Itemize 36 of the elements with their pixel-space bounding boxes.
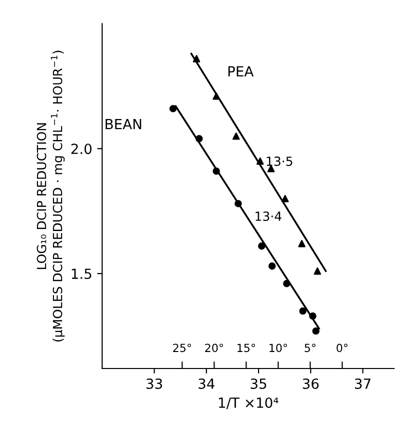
x-tick-label: 37 [355, 378, 370, 389]
point [314, 267, 322, 275]
point [299, 307, 306, 315]
point [195, 134, 203, 142]
x2-tick-label: 25° [173, 344, 191, 352]
annotation: 13·4 [256, 212, 282, 221]
x2-tick-label: 15° [238, 344, 255, 352]
point [212, 167, 220, 175]
x2-tick-label: 20° [205, 344, 223, 352]
series-label: PEA [228, 66, 254, 76]
y-axis-title: LOG₁₀ DCIP REDUCTION (µMOLES DCIP REDUCED · mg CHL$^{−1}$· HOUR$^{−1}$) [36, 50, 65, 342]
point [258, 242, 266, 250]
annotation: 13·5 [266, 156, 292, 166]
point [169, 105, 177, 112]
x2-tick-label: 0° [336, 344, 348, 352]
point [212, 92, 220, 100]
point [309, 312, 316, 320]
point [192, 55, 200, 62]
x2-tick-label: 10° [270, 344, 287, 352]
x-axis-title: 1/T ×10⁴ [218, 397, 278, 410]
point [256, 157, 264, 165]
x-tick-label: 36 [302, 378, 319, 389]
point [283, 280, 290, 288]
x-tick-label: 35 [250, 378, 266, 389]
y-tick-label: 2.0 [71, 144, 92, 154]
point [232, 132, 240, 140]
point [312, 327, 320, 335]
x2-tick-label: 5° [304, 344, 316, 352]
x-tick-label: 34 [198, 378, 214, 389]
y-tick-label: 1.5 [72, 268, 92, 280]
text: BEAN [106, 119, 142, 130]
point [298, 240, 306, 248]
point [268, 262, 276, 270]
point [281, 194, 289, 202]
point [234, 200, 242, 208]
x-tick-label: 33 [146, 378, 162, 389]
